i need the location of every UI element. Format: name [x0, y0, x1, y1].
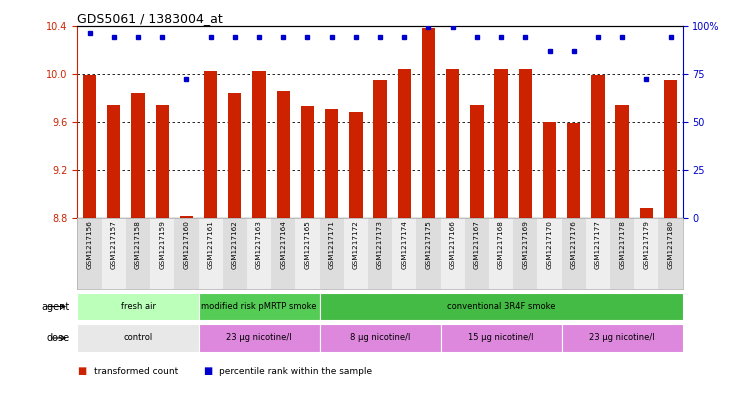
Text: GSM1217157: GSM1217157 — [111, 220, 117, 269]
Text: GSM1217160: GSM1217160 — [184, 220, 190, 269]
Text: GSM1217174: GSM1217174 — [401, 220, 407, 269]
Bar — [465, 218, 489, 289]
Bar — [562, 324, 683, 352]
Bar — [223, 218, 247, 289]
Bar — [228, 93, 241, 218]
Text: GSM1217165: GSM1217165 — [305, 220, 311, 269]
Bar — [640, 208, 653, 218]
Text: 15 μg nicotine/l: 15 μg nicotine/l — [469, 334, 534, 342]
Text: GSM1217172: GSM1217172 — [353, 220, 359, 269]
Bar — [441, 218, 465, 289]
Text: GSM1217179: GSM1217179 — [644, 220, 649, 269]
Text: GSM1217171: GSM1217171 — [328, 220, 334, 269]
Bar — [392, 218, 416, 289]
Text: GSM1217169: GSM1217169 — [523, 220, 528, 269]
Bar — [320, 293, 683, 320]
Text: GSM1217168: GSM1217168 — [498, 220, 504, 269]
Bar — [586, 218, 610, 289]
Bar — [634, 218, 658, 289]
Bar — [513, 218, 537, 289]
Text: ■: ■ — [203, 366, 213, 376]
Bar — [591, 75, 604, 218]
Bar — [320, 218, 344, 289]
Bar — [615, 105, 629, 218]
Text: ■: ■ — [77, 366, 87, 376]
Text: GSM1217156: GSM1217156 — [86, 220, 92, 269]
Text: GSM1217178: GSM1217178 — [619, 220, 625, 269]
Text: GSM1217166: GSM1217166 — [449, 220, 455, 269]
Bar — [349, 112, 362, 218]
Bar — [489, 218, 513, 289]
Text: GDS5061 / 1383004_at: GDS5061 / 1383004_at — [77, 12, 223, 25]
Bar — [320, 324, 441, 352]
Bar — [537, 218, 562, 289]
Bar — [416, 218, 441, 289]
Bar — [494, 69, 508, 218]
Bar — [174, 218, 199, 289]
Text: GSM1217176: GSM1217176 — [570, 220, 576, 269]
Bar — [470, 105, 483, 218]
Bar — [199, 324, 320, 352]
Bar — [398, 69, 411, 218]
Bar — [77, 218, 102, 289]
Bar — [373, 80, 387, 218]
Text: fresh air: fresh air — [120, 302, 156, 311]
Bar — [446, 69, 459, 218]
Bar — [325, 108, 338, 218]
Bar — [543, 122, 556, 218]
Bar — [664, 80, 677, 218]
Text: 23 μg nicotine/l: 23 μg nicotine/l — [227, 334, 292, 342]
Text: GSM1217175: GSM1217175 — [426, 220, 432, 269]
Bar — [199, 218, 223, 289]
Text: GSM1217170: GSM1217170 — [547, 220, 553, 269]
Bar — [252, 71, 266, 218]
Bar — [131, 93, 145, 218]
Bar — [247, 218, 271, 289]
Bar — [204, 71, 217, 218]
Text: dose: dose — [47, 333, 70, 343]
Text: GSM1217158: GSM1217158 — [135, 220, 141, 269]
Bar — [567, 123, 580, 218]
Text: GSM1217180: GSM1217180 — [668, 220, 674, 269]
Text: GSM1217163: GSM1217163 — [256, 220, 262, 269]
Text: transformed count: transformed count — [94, 367, 178, 376]
Text: control: control — [123, 334, 153, 342]
Bar — [107, 105, 120, 218]
Text: conventional 3R4F smoke: conventional 3R4F smoke — [446, 302, 556, 311]
Bar — [150, 218, 174, 289]
Text: GSM1217167: GSM1217167 — [474, 220, 480, 269]
Bar — [199, 293, 320, 320]
Bar — [368, 218, 392, 289]
Text: modified risk pMRTP smoke: modified risk pMRTP smoke — [201, 302, 317, 311]
Bar — [180, 216, 193, 218]
Bar — [610, 218, 634, 289]
Bar — [156, 105, 169, 218]
Bar — [441, 324, 562, 352]
Bar — [344, 218, 368, 289]
Text: percentile rank within the sample: percentile rank within the sample — [219, 367, 372, 376]
Bar — [658, 218, 683, 289]
Bar — [562, 218, 586, 289]
Bar — [102, 218, 126, 289]
Text: GSM1217173: GSM1217173 — [377, 220, 383, 269]
Text: GSM1217164: GSM1217164 — [280, 220, 286, 269]
Bar — [271, 218, 295, 289]
Bar — [519, 69, 532, 218]
Bar — [422, 28, 435, 218]
Text: GSM1217161: GSM1217161 — [207, 220, 213, 269]
Bar — [77, 293, 199, 320]
Bar — [295, 218, 320, 289]
Bar — [83, 75, 96, 218]
Text: GSM1217159: GSM1217159 — [159, 220, 165, 269]
Text: 8 μg nicotine/l: 8 μg nicotine/l — [350, 334, 410, 342]
Bar — [301, 106, 314, 218]
Bar — [277, 90, 290, 218]
Text: 23 μg nicotine/l: 23 μg nicotine/l — [590, 334, 655, 342]
Bar — [126, 218, 150, 289]
Text: GSM1217177: GSM1217177 — [595, 220, 601, 269]
Text: agent: agent — [42, 301, 70, 312]
Bar — [77, 324, 199, 352]
Text: GSM1217162: GSM1217162 — [232, 220, 238, 269]
